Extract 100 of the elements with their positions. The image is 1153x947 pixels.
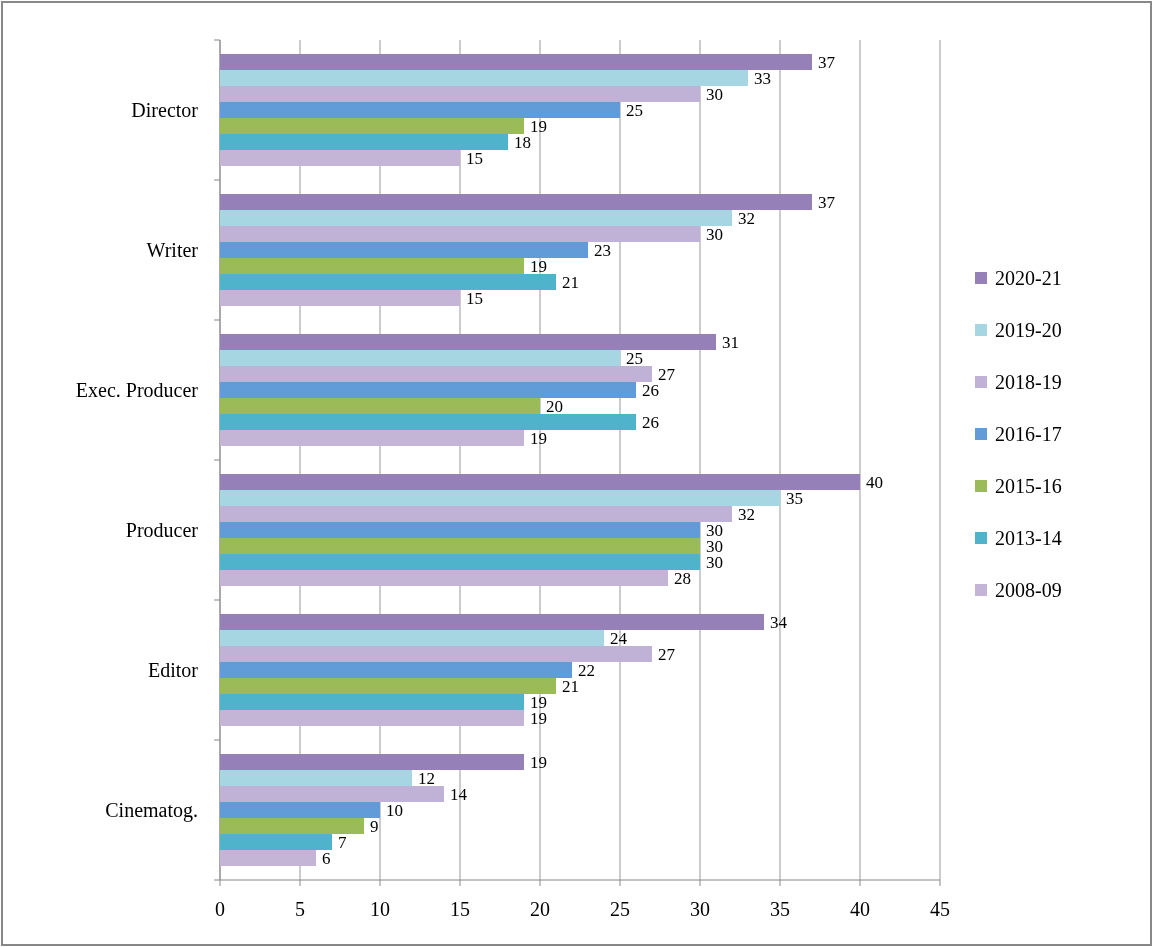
legend-label: 2016-17	[995, 423, 1062, 445]
y-tick-label: Writer	[146, 239, 199, 261]
legend-label: 2020-21	[995, 267, 1062, 289]
bar	[220, 134, 508, 150]
data-label: 30	[706, 224, 723, 244]
data-label: 18	[514, 132, 531, 152]
data-label: 19	[530, 116, 547, 136]
bar	[220, 258, 524, 274]
data-label: 35	[786, 488, 803, 508]
bar	[220, 102, 620, 118]
bar	[220, 834, 332, 850]
bar	[220, 786, 444, 802]
data-label: 9	[370, 816, 379, 836]
bar	[220, 506, 732, 522]
data-label: 7	[338, 832, 347, 852]
data-label: 32	[738, 504, 755, 524]
data-label: 6	[322, 848, 331, 868]
x-tick-label: 0	[215, 898, 225, 920]
data-label: 20	[546, 396, 563, 416]
bar	[220, 70, 748, 86]
legend-label: 2013-14	[995, 527, 1062, 549]
data-label: 27	[658, 644, 676, 664]
data-label: 31	[722, 332, 739, 352]
legend-label: 2015-16	[995, 475, 1062, 497]
data-label: 15	[466, 148, 483, 168]
data-label: 25	[626, 100, 643, 120]
data-label: 21	[562, 272, 579, 292]
bar	[220, 366, 652, 382]
bar	[220, 646, 652, 662]
data-label: 32	[738, 208, 755, 228]
data-label: 33	[754, 68, 771, 88]
bar	[220, 678, 556, 694]
bar	[220, 414, 636, 430]
x-tick-label: 10	[370, 898, 390, 920]
data-label: 27	[658, 364, 676, 384]
bar	[220, 754, 524, 770]
x-tick-label: 20	[530, 898, 550, 920]
bar	[220, 554, 700, 570]
data-label: 26	[642, 412, 659, 432]
x-tick-label: 5	[295, 898, 305, 920]
data-label: 30	[706, 84, 723, 104]
data-label: 37	[818, 52, 836, 72]
data-label: 19	[530, 428, 547, 448]
bar	[220, 522, 700, 538]
bar	[220, 86, 700, 102]
bar	[220, 398, 540, 414]
x-tick-label: 45	[930, 898, 950, 920]
data-label: 19	[530, 256, 547, 276]
bar	[220, 538, 700, 554]
bar	[220, 662, 572, 678]
y-tick-label: Exec. Producer	[75, 379, 199, 401]
data-label: 10	[386, 800, 403, 820]
data-label: 14	[450, 784, 468, 804]
y-tick-label: Editor	[148, 659, 199, 681]
data-label: 28	[674, 568, 691, 588]
bar	[220, 770, 412, 786]
bar	[220, 818, 364, 834]
bar	[220, 350, 620, 366]
x-tick-label: 40	[850, 898, 870, 920]
data-label: 24	[610, 628, 628, 648]
bar	[220, 802, 380, 818]
bar	[220, 430, 524, 446]
data-label: 22	[578, 660, 595, 680]
data-label: 15	[466, 288, 483, 308]
y-tick-label: Producer	[125, 519, 199, 541]
bar	[220, 150, 460, 166]
bar	[220, 210, 732, 226]
bar	[220, 54, 812, 70]
y-tick-label: Director	[131, 99, 199, 121]
bar	[220, 290, 460, 306]
legend-label: 2018-19	[995, 371, 1062, 393]
data-label: 26	[642, 380, 659, 400]
bar	[220, 710, 524, 726]
bar	[220, 614, 764, 630]
data-label: 25	[626, 348, 643, 368]
bar	[220, 694, 524, 710]
bar	[220, 274, 556, 290]
legend-label: 2019-20	[995, 319, 1062, 341]
data-label: 23	[594, 240, 611, 260]
x-tick-label: 35	[770, 898, 790, 920]
y-tick-label: Cinematog.	[105, 799, 198, 822]
bar	[220, 226, 700, 242]
x-tick-label: 25	[610, 898, 630, 920]
data-label: 19	[530, 752, 547, 772]
x-tick-label: 30	[690, 898, 710, 920]
data-label: 40	[866, 472, 883, 492]
bar	[220, 474, 860, 490]
legend-label: 2008-09	[995, 579, 1062, 601]
bar	[220, 242, 588, 258]
data-label: 37	[818, 192, 836, 212]
bar	[220, 850, 316, 866]
data-label: 12	[418, 768, 435, 788]
bar	[220, 630, 604, 646]
data-label: 34	[770, 612, 788, 632]
bar	[220, 334, 716, 350]
bar	[220, 118, 524, 134]
x-tick-label: 15	[450, 898, 470, 920]
data-label: 21	[562, 676, 579, 696]
bar	[220, 570, 668, 586]
bar	[220, 194, 812, 210]
